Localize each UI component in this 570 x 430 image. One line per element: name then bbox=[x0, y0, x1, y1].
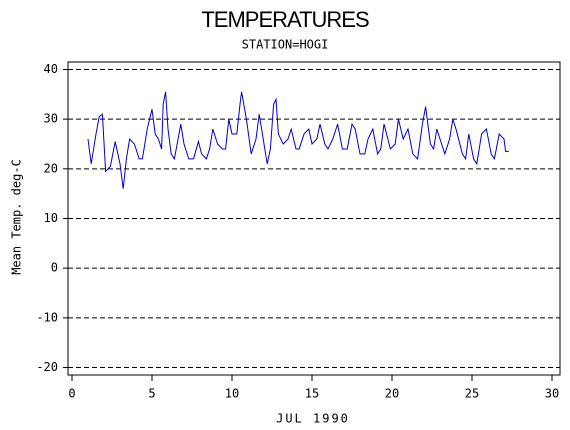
x-tick-label: 30 bbox=[545, 387, 559, 401]
x-tick-label: 0 bbox=[68, 387, 75, 401]
x-tick-label: 5 bbox=[148, 387, 155, 401]
x-tick-label: 20 bbox=[385, 387, 399, 401]
x-tick-label: 15 bbox=[305, 387, 319, 401]
y-tick-label: 0 bbox=[51, 261, 58, 275]
y-tick-label: -10 bbox=[36, 310, 58, 324]
data-line bbox=[87, 91, 509, 189]
y-tick-label: 20 bbox=[44, 161, 58, 175]
x-tick-label: 10 bbox=[225, 387, 239, 401]
x-axis-label: JUL 1990 bbox=[276, 412, 350, 426]
y-axis-label: Mean Temp. deg-C bbox=[10, 159, 24, 275]
y-tick-label: -20 bbox=[36, 360, 58, 374]
y-tick-label: 40 bbox=[44, 62, 58, 76]
y-tick-label: 10 bbox=[44, 211, 58, 225]
y-tick-label: 30 bbox=[44, 112, 58, 126]
chart-subtitle: STATION=HOGI bbox=[242, 38, 329, 52]
x-tick-label: 25 bbox=[465, 387, 479, 401]
chart-title: TEMPERATURES bbox=[201, 7, 369, 32]
